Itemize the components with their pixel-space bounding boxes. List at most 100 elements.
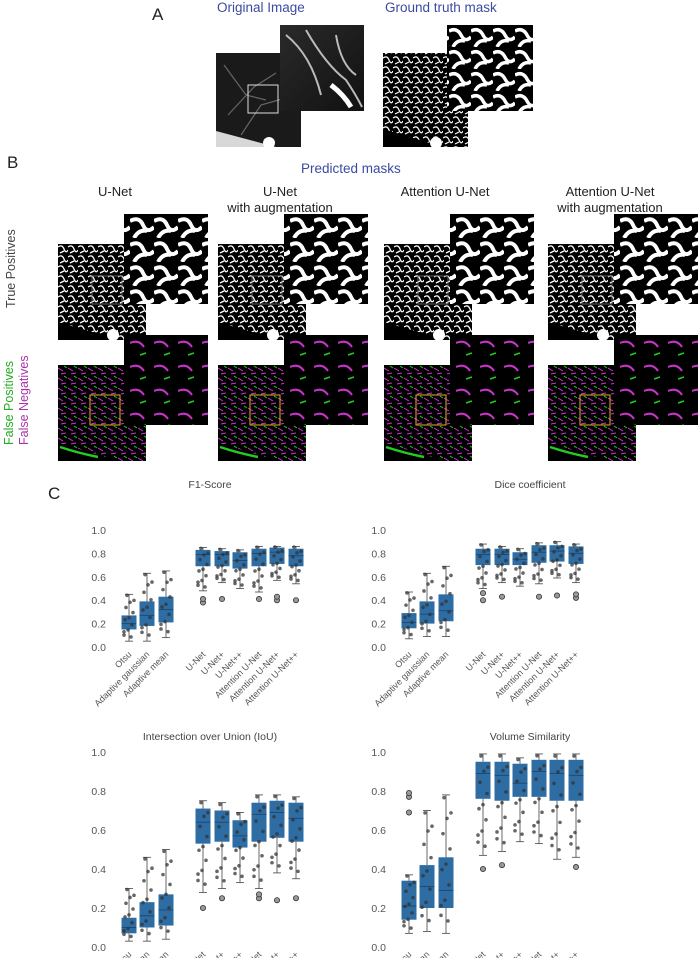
box-5 <box>494 545 510 600</box>
data-point <box>403 615 407 620</box>
data-point <box>404 889 408 894</box>
data-point <box>235 830 239 834</box>
data-point <box>495 830 499 834</box>
data-point <box>220 843 224 848</box>
data-point <box>258 552 262 556</box>
column-title-attn-unet-aug: Attention U-Net with augmentation <box>540 184 680 216</box>
box-2 <box>139 572 155 642</box>
data-point <box>517 575 521 579</box>
data-point <box>504 558 508 563</box>
data-point <box>484 818 488 822</box>
data-point <box>215 869 219 874</box>
outlier-point <box>255 596 262 603</box>
data-point <box>277 575 281 580</box>
data-point <box>148 615 152 620</box>
box-1 <box>121 593 137 642</box>
data-point <box>164 602 168 607</box>
data-point <box>485 791 489 796</box>
data-point <box>160 896 164 900</box>
data-point <box>252 581 256 585</box>
data-point <box>569 842 573 846</box>
data-point <box>299 805 303 810</box>
outlier-point <box>273 897 280 904</box>
data-point <box>477 806 481 811</box>
box-9 <box>568 543 584 601</box>
data-point <box>420 905 424 910</box>
data-point <box>495 576 499 580</box>
data-point <box>533 563 537 567</box>
original-image <box>216 25 364 147</box>
data-point <box>421 873 425 878</box>
data-point <box>445 576 449 581</box>
outlier-point <box>273 593 280 600</box>
data-point <box>225 551 229 555</box>
data-point <box>206 810 210 815</box>
data-point <box>199 800 203 805</box>
data-point <box>199 546 203 551</box>
data-point <box>197 569 201 573</box>
data-point <box>439 625 443 630</box>
data-point <box>292 545 296 549</box>
data-point <box>428 887 432 891</box>
data-point <box>481 802 485 807</box>
data-point <box>198 824 202 829</box>
data-point <box>128 600 132 605</box>
data-point <box>280 548 284 553</box>
data-point <box>256 579 260 583</box>
data-point <box>420 622 424 626</box>
box-7 <box>251 794 267 902</box>
box-3 <box>158 570 174 639</box>
data-point <box>558 820 562 825</box>
chart-title-iou: Intersection over Union (IoU) <box>142 731 278 743</box>
data-point <box>522 788 526 793</box>
data-point <box>446 628 450 632</box>
data-point <box>422 589 426 593</box>
data-point <box>559 793 563 797</box>
data-point <box>485 559 489 564</box>
data-point <box>573 830 577 835</box>
data-point <box>441 831 445 836</box>
data-point <box>240 874 244 879</box>
data-point <box>236 812 240 816</box>
data-point <box>477 566 481 570</box>
x-tick-label: Otsu <box>393 949 414 958</box>
data-point <box>262 550 266 555</box>
data-point <box>402 627 406 632</box>
error-map <box>384 335 534 461</box>
data-point <box>225 812 229 816</box>
data-point <box>132 598 136 603</box>
data-point <box>123 915 127 919</box>
data-point <box>521 571 525 575</box>
data-point <box>574 561 578 566</box>
data-point <box>165 862 169 867</box>
data-point <box>402 919 406 924</box>
data-point <box>278 566 282 571</box>
data-point <box>560 544 564 549</box>
data-point <box>504 790 508 794</box>
panel-c-letter: C <box>48 484 61 503</box>
box-9 <box>568 753 584 871</box>
column-title-line2: with augmentation <box>227 200 333 215</box>
y-tick-label: 0.6 <box>371 825 386 837</box>
data-point <box>274 852 278 856</box>
column-title-line1: U-Net <box>98 184 132 199</box>
data-point <box>514 801 518 805</box>
ground-truth-mask <box>383 25 533 147</box>
data-point <box>292 796 296 801</box>
data-point <box>124 605 128 610</box>
true-positive-mask <box>218 214 368 340</box>
data-point <box>429 596 433 600</box>
outlier-point <box>572 864 579 871</box>
data-point <box>439 620 443 625</box>
box-body <box>475 761 491 799</box>
data-point <box>448 591 452 596</box>
data-point <box>481 564 485 569</box>
y-tick-label: 0.4 <box>91 595 106 607</box>
data-point <box>443 898 447 902</box>
data-point <box>196 872 200 876</box>
box-6 <box>232 812 248 884</box>
data-point <box>537 797 541 801</box>
data-point <box>427 628 431 633</box>
data-point <box>576 846 580 850</box>
